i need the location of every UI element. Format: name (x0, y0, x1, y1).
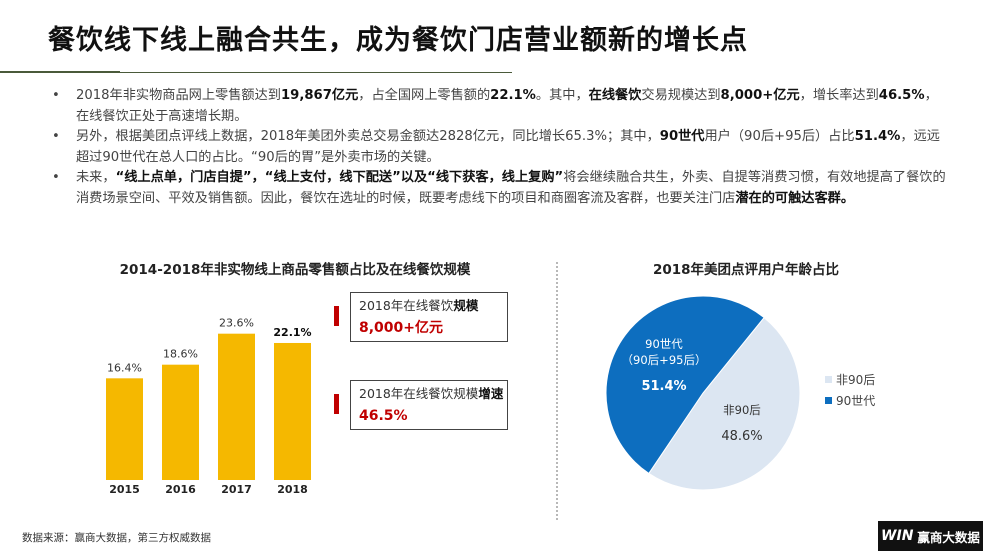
bullet-bold: 46.5% (878, 88, 925, 103)
bullet-text: ，在线餐饮正处于高速增长期。 (76, 88, 938, 124)
bullet-text: ，增长率达到 (799, 88, 879, 103)
bar-2017 (218, 333, 255, 480)
bullet-text: ，占全国网上零售额的 (358, 88, 491, 103)
bar-2016 (162, 364, 199, 480)
callout-label-bold: 增速 (478, 386, 504, 401)
callout-value: 46.5% (359, 408, 408, 424)
pie-slice-gen90 (605, 295, 765, 475)
callout-marker (334, 306, 339, 326)
callout-label-bold: 规模 (453, 298, 479, 313)
bar-value-label: 23.6% (219, 317, 254, 330)
pie-chart-title: 2018年美团点评用户年龄占比 (652, 262, 840, 278)
pie-slice-non90 (648, 316, 801, 491)
bar-2018 (274, 342, 311, 480)
title-underline (0, 72, 512, 73)
bullet-bold: 8,000+亿元 (720, 88, 800, 103)
bullet-bold: 51.4% (854, 129, 901, 144)
title-underline-accent (0, 71, 120, 73)
chart-divider (556, 262, 558, 520)
bar-2015 (106, 378, 143, 480)
bullet-item: • 2018年非实物商品网上零售额达到19,867亿元，占全国网上零售额的22.… (48, 86, 948, 127)
x-tick-label: 2015 (109, 483, 140, 496)
bullet-text: 交易规模达到 (641, 88, 721, 103)
bullet-bold: 19,867亿元 (281, 88, 359, 103)
brand-logo: WIN 赢商大数据 (878, 521, 983, 551)
logo-mark: WIN (881, 528, 914, 544)
callout-label-text: 2018年在线餐饮规模 (359, 386, 479, 401)
bar-value-label: 22.1% (273, 326, 311, 339)
legend-label: 90世代 (836, 394, 875, 408)
callout-value: 8,000+亿元 (359, 320, 444, 336)
bullet-bold: 潜在的可触达客群。 (735, 190, 855, 206)
bullet-item: • 另外，根据美团点评线上数据，2018年美团外卖总交易金额达2828亿元，同比… (48, 127, 948, 168)
bullet-text: 未来， (76, 170, 116, 185)
x-tick-label: 2017 (221, 483, 252, 496)
bullet-dot: • (52, 129, 60, 144)
bullet-text: 2018年非实物商品网上零售额达到 (76, 88, 281, 103)
page-title: 餐饮线下线上融合共生，成为餐饮门店营业额新的增长点 (48, 25, 748, 56)
callout-label-text: 2018年在线餐饮 (359, 298, 454, 313)
bullet-dot: • (52, 170, 60, 185)
bullet-text: 用户（90后+95后）占比 (704, 129, 855, 144)
bar-chart-title: 2014-2018年非实物线上商品零售额占比及在线餐饮规模 (119, 262, 471, 278)
data-source-note: 数据来源：赢商大数据，第三方权威数据 (22, 532, 211, 544)
bullet-text: 将会继续融合共生，外卖、自提等消费习惯，有效地提高了餐饮的消费场景空间、平效及销… (76, 170, 946, 206)
legend-label: 非90后 (836, 373, 875, 387)
pie-slice-name: 非90后 (723, 403, 761, 417)
bar-value-label: 16.4% (107, 361, 142, 374)
callout-growth: 2018年在线餐饮规模增速 46.5% (350, 380, 508, 430)
pie-slice-name: （90后+95后） (622, 353, 707, 367)
callout-marker (334, 394, 339, 414)
bullet-bold: “线上点单，门店自提”，“线上支付，线下配送”以及“线下获客，线上复购” (115, 170, 564, 185)
bullet-list: • 2018年非实物商品网上零售额达到19,867亿元，占全国网上零售额的22.… (48, 86, 948, 209)
pie-value-label: 51.4% (641, 379, 686, 394)
bullet-text: 。其中， (535, 88, 589, 103)
logo-text: 赢商大数据 (917, 529, 980, 545)
x-tick-label: 2016 (165, 483, 196, 496)
bullet-dot: • (52, 88, 60, 103)
callout-label: 2018年在线餐饮规模 (359, 297, 499, 315)
legend-swatch (825, 376, 832, 383)
bullet-text: ，远远超过90世代在总人口的占比。“90后的胃”是外卖市场的关键。 (76, 129, 940, 165)
pie-value-label: 48.6% (721, 429, 762, 444)
x-tick-label: 2018 (277, 483, 308, 496)
bullet-text: 另外，根据美团点评线上数据，2018年美团外卖总交易金额达2828亿元，同比增长… (76, 129, 660, 144)
bullet-item: • 未来，“线上点单，门店自提”，“线上支付，线下配送”以及“线下获客，线上复购… (48, 168, 948, 209)
bullet-bold: 在线餐饮 (588, 88, 642, 103)
callout-label: 2018年在线餐饮规模增速 (359, 385, 503, 403)
callout-scale: 2018年在线餐饮规模 8,000+亿元 (350, 292, 508, 342)
bullet-bold: 90世代 (659, 129, 705, 144)
pie-slice-name: 90世代 (645, 337, 683, 351)
bullet-bold: 22.1% (490, 88, 536, 103)
bar-value-label: 18.6% (163, 348, 198, 361)
legend-swatch (825, 397, 832, 404)
